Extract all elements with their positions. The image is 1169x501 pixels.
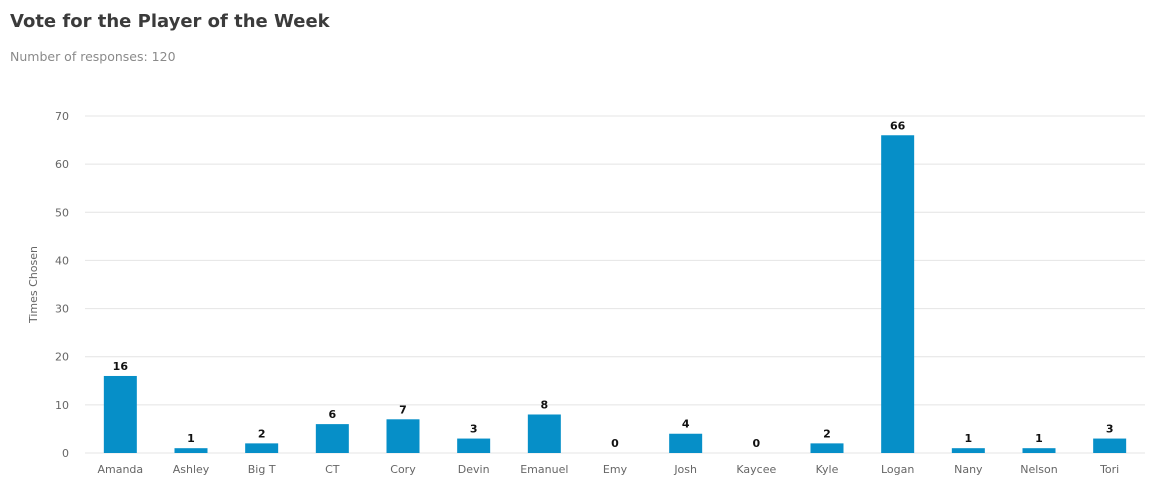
- data-label: 0: [611, 437, 619, 450]
- x-tick-label: CT: [325, 463, 340, 476]
- x-tick-label: Cory: [390, 463, 416, 476]
- x-tick-label: Nany: [954, 463, 983, 476]
- bar: [527, 414, 561, 453]
- x-tick-label: Kyle: [816, 463, 839, 476]
- page-title: Vote for the Player of the Week: [10, 11, 330, 32]
- bar: [669, 433, 703, 453]
- y-tick-label: 60: [55, 158, 69, 171]
- bar: [951, 448, 985, 453]
- response-count: Number of responses: 120: [10, 49, 176, 64]
- data-label: 4: [682, 418, 690, 431]
- x-tick-label: Amanda: [97, 463, 143, 476]
- x-tick-label: Nelson: [1020, 463, 1058, 476]
- x-tick-label: Big T: [248, 463, 276, 476]
- bar: [1093, 438, 1127, 453]
- bar: [245, 443, 279, 453]
- data-label: 1: [965, 432, 973, 445]
- x-tick-label: Ashley: [173, 463, 210, 476]
- y-tick-label: 10: [55, 399, 69, 412]
- data-label: 1: [1035, 432, 1043, 445]
- bar: [315, 424, 349, 453]
- data-label: 8: [541, 398, 549, 411]
- data-label: 66: [890, 119, 906, 132]
- x-tick-label: Devin: [458, 463, 490, 476]
- data-label: 3: [1106, 423, 1114, 436]
- bar: [103, 375, 137, 453]
- data-label: 2: [258, 427, 266, 440]
- x-tick-label: Emanuel: [520, 463, 568, 476]
- data-label: 3: [470, 423, 478, 436]
- data-label: 1: [187, 432, 195, 445]
- y-axis-label: Times Chosen: [27, 246, 40, 324]
- y-tick-label: 70: [55, 110, 69, 123]
- y-tick-label: 30: [55, 303, 69, 316]
- y-tick-label: 0: [62, 447, 69, 460]
- data-label: 6: [329, 408, 337, 421]
- y-tick-label: 40: [55, 254, 69, 267]
- x-tick-label: Emy: [603, 463, 628, 476]
- bar: [386, 419, 420, 453]
- bar: [174, 448, 208, 453]
- y-tick-label: 50: [55, 206, 69, 219]
- x-tick-label: Logan: [881, 463, 914, 476]
- bar: [810, 443, 844, 453]
- bar: [1022, 448, 1056, 453]
- data-label: 0: [753, 437, 761, 450]
- data-label: 2: [823, 427, 831, 440]
- x-tick-label: Josh: [673, 463, 697, 476]
- bar: [881, 135, 915, 453]
- data-label: 16: [113, 360, 129, 373]
- x-tick-label: Kaycee: [736, 463, 776, 476]
- y-tick-label: 20: [55, 351, 69, 364]
- x-tick-label: Tori: [1099, 463, 1119, 476]
- data-label: 7: [399, 403, 407, 416]
- bar: [457, 438, 491, 453]
